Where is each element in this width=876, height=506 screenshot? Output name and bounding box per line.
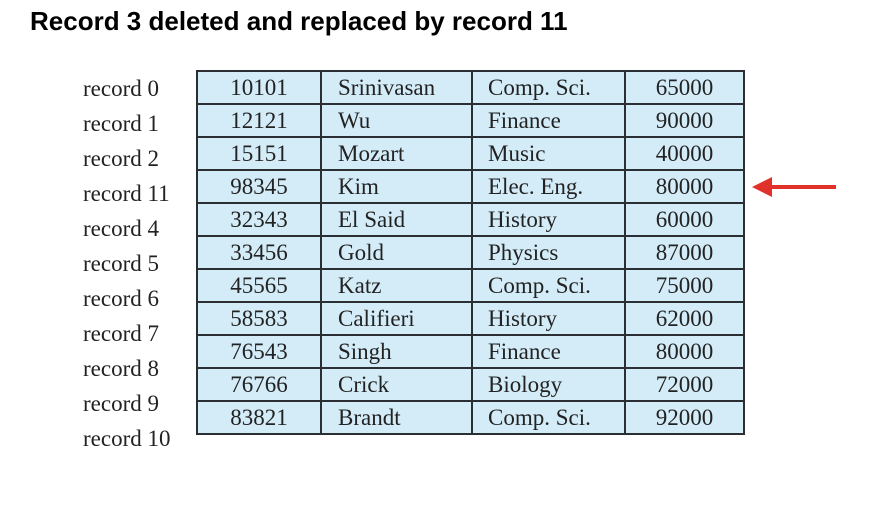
name-cell: Califieri <box>320 301 473 336</box>
arrow-head <box>752 176 772 197</box>
salary-cell: 92000 <box>624 400 745 435</box>
dept-cell: Comp. Sci. <box>471 400 626 435</box>
id-cell: 15151 <box>196 136 322 171</box>
name-cell: Brandt <box>320 400 473 435</box>
salary-cell: 65000 <box>624 70 745 105</box>
dept-cell: Comp. Sci. <box>471 268 626 303</box>
table-row: 76543 Singh Finance 80000 <box>196 334 745 369</box>
record-label: record 11 <box>83 181 170 206</box>
table-row: 83821 Brandt Comp. Sci. 92000 <box>196 400 745 435</box>
record-label: record 1 <box>83 111 159 136</box>
id-cell: 32343 <box>196 202 322 237</box>
record-label: record 2 <box>83 146 159 171</box>
table-row-replaced: 98345 Kim Elec. Eng. 80000 <box>196 169 745 204</box>
arrow-shaft <box>770 184 836 189</box>
diagram-title: Record 3 deleted and replaced by record … <box>30 6 568 36</box>
dept-cell: Biology <box>471 367 626 402</box>
table-row: 58583 Califieri History 62000 <box>196 301 745 336</box>
salary-cell: 80000 <box>624 334 745 369</box>
table-row: 33456 Gold Physics 87000 <box>196 235 745 270</box>
salary-cell: 87000 <box>624 235 745 270</box>
dept-cell: Finance <box>471 334 626 369</box>
record-label: record 9 <box>83 391 159 416</box>
salary-cell: 75000 <box>624 268 745 303</box>
record-label: record 10 <box>83 426 171 451</box>
salary-cell: 90000 <box>624 103 745 138</box>
record-label: record 7 <box>83 321 159 346</box>
table-row: 12121 Wu Finance 90000 <box>196 103 745 138</box>
name-cell: Mozart <box>320 136 473 171</box>
id-cell: 33456 <box>196 235 322 270</box>
record-label: record 4 <box>83 216 159 241</box>
id-cell: 12121 <box>196 103 322 138</box>
table-row: 10101 Srinivasan Comp. Sci. 65000 <box>196 70 745 105</box>
record-label: record 0 <box>83 76 159 101</box>
table-row: 15151 Mozart Music 40000 <box>196 136 745 171</box>
record-labels: record 0 record 1 record 2 record 11 rec… <box>83 71 171 456</box>
left-arrow-icon <box>752 176 836 197</box>
salary-cell: 60000 <box>624 202 745 237</box>
dept-cell: Physics <box>471 235 626 270</box>
salary-cell: 62000 <box>624 301 745 336</box>
dept-cell: Finance <box>471 103 626 138</box>
name-cell: Katz <box>320 268 473 303</box>
id-cell: 58583 <box>196 301 322 336</box>
salary-cell: 80000 <box>624 169 745 204</box>
name-cell: El Said <box>320 202 473 237</box>
id-cell: 76766 <box>196 367 322 402</box>
record-label: record 5 <box>83 251 159 276</box>
record-label: record 8 <box>83 356 159 381</box>
id-cell: 10101 <box>196 70 322 105</box>
dept-cell: Comp. Sci. <box>471 70 626 105</box>
id-cell: 45565 <box>196 268 322 303</box>
name-cell: Srinivasan <box>320 70 473 105</box>
id-cell: 83821 <box>196 400 322 435</box>
name-cell: Singh <box>320 334 473 369</box>
dept-cell: History <box>471 301 626 336</box>
dept-cell: History <box>471 202 626 237</box>
salary-cell: 40000 <box>624 136 745 171</box>
id-cell: 98345 <box>196 169 322 204</box>
name-cell: Kim <box>320 169 473 204</box>
record-label: record 6 <box>83 286 159 311</box>
name-cell: Gold <box>320 235 473 270</box>
name-cell: Crick <box>320 367 473 402</box>
dept-cell: Music <box>471 136 626 171</box>
dept-cell: Elec. Eng. <box>471 169 626 204</box>
table-row: 76766 Crick Biology 72000 <box>196 367 745 402</box>
name-cell: Wu <box>320 103 473 138</box>
table-row: 32343 El Said History 60000 <box>196 202 745 237</box>
id-cell: 76543 <box>196 334 322 369</box>
salary-cell: 72000 <box>624 367 745 402</box>
records-table: 10101 Srinivasan Comp. Sci. 65000 12121 … <box>196 70 745 435</box>
table-row: 45565 Katz Comp. Sci. 75000 <box>196 268 745 303</box>
